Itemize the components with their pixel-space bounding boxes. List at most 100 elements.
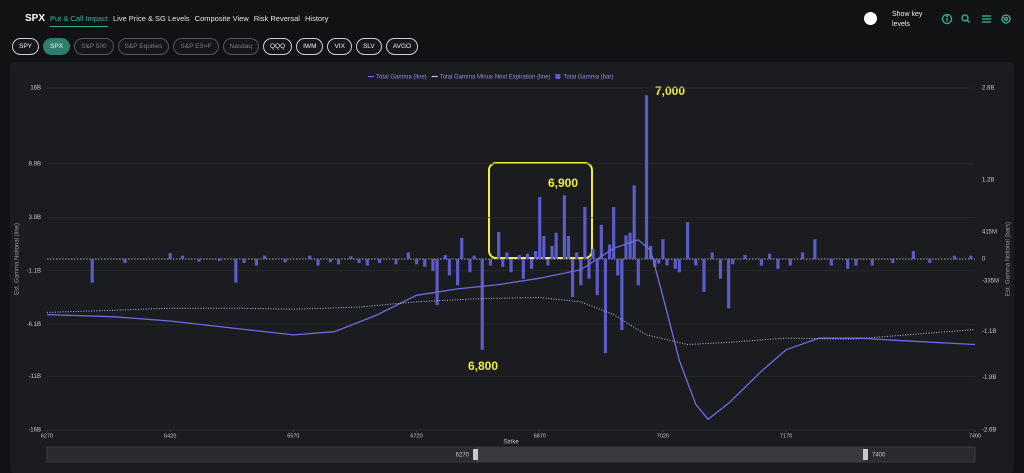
search-icon[interactable] (961, 14, 970, 23)
info-icon[interactable] (941, 13, 953, 25)
bar (456, 259, 460, 286)
bar (657, 259, 661, 264)
annotation: 7,000 (655, 84, 685, 98)
bar (800, 252, 805, 259)
legend-swatch (555, 74, 561, 79)
tab[interactable]: Live Price & SG Levels (112, 14, 190, 23)
bar (788, 259, 792, 266)
bar (378, 259, 382, 263)
ticker-chip[interactable]: S&P ES=F (173, 38, 219, 55)
ticker-chips: SPY SPX S&P 500 S&P Equities S&P ES=F Na… (12, 38, 419, 55)
bar (497, 232, 501, 259)
bar (591, 249, 595, 259)
ticker-chip[interactable]: QQQ (262, 38, 293, 55)
bar (854, 259, 858, 266)
bar (653, 259, 657, 267)
bar (587, 259, 591, 279)
bar (616, 259, 620, 276)
bar (546, 259, 550, 266)
bar (599, 224, 603, 259)
bar (414, 259, 419, 265)
toggle[interactable] (864, 12, 877, 25)
bar (349, 256, 353, 259)
bar (710, 252, 714, 259)
x-tick-label: 6720 (410, 433, 422, 439)
bar (628, 232, 632, 259)
bar (554, 232, 558, 259)
ticker-chip[interactable]: SLV (355, 38, 382, 55)
bar (846, 259, 850, 269)
bar (952, 255, 957, 259)
bar (661, 239, 665, 259)
bar (665, 259, 669, 266)
y-tick-label: 3.9B (29, 215, 41, 221)
settings-icon[interactable] (1001, 14, 1011, 24)
ticker-chip[interactable]: SPY (12, 38, 40, 55)
range-label: 6270 (456, 453, 470, 459)
tab[interactable]: History (304, 14, 329, 23)
range-handle[interactable] (473, 449, 478, 460)
y2-tick-label: -1.8B (982, 375, 996, 381)
tab[interactable]: Risk Reversal (253, 14, 300, 23)
bar (550, 245, 554, 259)
bar (579, 259, 583, 286)
bar (718, 259, 723, 279)
x-tick-label: 7020 (657, 433, 669, 439)
bar (673, 259, 677, 269)
bar (468, 259, 472, 273)
legend: Total Gamma (line) Total Gamma Minus Next… (368, 74, 613, 81)
bar (263, 255, 267, 259)
bar (694, 259, 698, 266)
bar (365, 259, 369, 266)
y-tick-label: -1.1B (27, 268, 41, 274)
ticker-chip[interactable]: SPX (43, 38, 71, 55)
ticker-chip[interactable]: IWM (296, 38, 324, 55)
bar (460, 237, 464, 259)
bar (702, 259, 706, 292)
tab[interactable]: Put & Call Impact (50, 14, 108, 27)
bar (525, 253, 530, 259)
x-tick-label: 6870 (534, 433, 546, 439)
bar (357, 259, 361, 263)
range-selection[interactable] (476, 447, 865, 462)
bar (636, 259, 640, 286)
bar (829, 259, 833, 266)
bar (505, 252, 509, 259)
bar (394, 259, 398, 265)
bar (583, 207, 587, 259)
bar (911, 251, 916, 259)
ticker-chip[interactable]: AVGO (385, 38, 419, 55)
legend-label: Total Gamma (line) (376, 75, 427, 81)
bar (727, 259, 731, 309)
legend-label: Total Gamma (bar) (563, 75, 613, 81)
bar (90, 259, 94, 283)
bar (759, 259, 764, 266)
x-tick-label: 7170 (780, 433, 792, 439)
bar (480, 259, 484, 350)
bar (283, 259, 287, 263)
x-tick-label: 6420 (164, 433, 176, 439)
ticker-chip[interactable]: VIX (327, 38, 352, 55)
bar (242, 259, 246, 263)
y2-tick-label: -335M (982, 279, 999, 285)
line-series (46, 296, 976, 346)
bar (768, 253, 772, 259)
bar (254, 259, 259, 266)
tab[interactable]: Composite View (194, 14, 249, 23)
y-tick-label: 16B (30, 86, 41, 92)
bar (677, 259, 681, 273)
x-tick-label: 7400 (969, 433, 981, 439)
filter-icon[interactable] (982, 15, 991, 23)
ticker-chip[interactable]: Nasdaq (222, 38, 259, 55)
y2-tick-label: -2.6B (982, 428, 996, 434)
annotation: 6,800 (468, 359, 498, 373)
toggle-label: Show key levels (892, 11, 923, 28)
ticker-chip[interactable]: S&P 500 (74, 38, 114, 55)
ticker-chip[interactable]: S&P Equities (117, 38, 170, 55)
bar (731, 259, 735, 265)
bar (534, 251, 538, 259)
range-handle[interactable] (863, 449, 868, 460)
x-tick-label: 6570 (287, 433, 299, 439)
